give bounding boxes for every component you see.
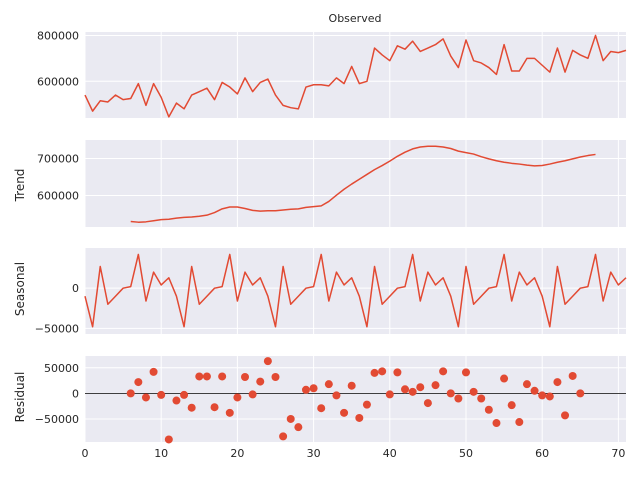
trend-axis-label: Trend [13, 169, 27, 203]
residual-point [370, 368, 379, 377]
residual-point [248, 390, 257, 399]
observed-panel: 600000 800000 [37, 29, 627, 118]
residual-point [157, 390, 166, 399]
residual-point [164, 435, 173, 444]
residual-plot-area [85, 356, 626, 442]
residual-point [225, 408, 234, 417]
residual-axis-label: Residual [13, 372, 27, 423]
residual-point [301, 385, 310, 394]
residual-point [210, 403, 219, 412]
trend-panel: Trend 600000 700000 [13, 140, 626, 227]
residual-point [180, 390, 189, 399]
residual-point [126, 389, 135, 398]
residual-point [347, 381, 356, 390]
residual-point [568, 371, 577, 380]
residual-point [545, 392, 554, 401]
residual-point [393, 368, 402, 377]
residual-point [172, 396, 181, 405]
residual-point [218, 372, 227, 381]
residual-point [416, 383, 425, 392]
residual-point [469, 387, 478, 396]
residual-point [271, 372, 280, 381]
residual-point [195, 372, 204, 381]
residual-point [454, 394, 463, 403]
residual-point [507, 401, 516, 410]
residual-point [530, 386, 539, 395]
residual-point [423, 399, 432, 408]
residual-point [576, 389, 585, 398]
residual-point [461, 368, 470, 377]
residual-point [378, 367, 387, 376]
seasonal-axis-label: Seasonal [13, 262, 27, 316]
residual-point [484, 405, 493, 414]
residual-point [187, 403, 196, 412]
residual-point [401, 385, 410, 394]
residual-point [134, 378, 143, 387]
residual-point [149, 367, 158, 376]
residual-point [385, 390, 394, 399]
residual-point [492, 419, 501, 428]
residual-point [332, 391, 341, 400]
residual-point [522, 380, 531, 389]
x-tick-label: 60 [535, 447, 549, 460]
seasonal-panel: Seasonal −50000 0 [13, 248, 627, 335]
residual-point [515, 418, 524, 427]
x-tick-label: 20 [230, 447, 244, 460]
observed-y-tick-label: 800000 [37, 29, 79, 42]
residual-point [141, 393, 150, 402]
trend-plot-area [85, 140, 626, 227]
seasonal-y-tick-label: 0 [72, 282, 79, 295]
residual-point [439, 367, 448, 376]
seasonal-plot-area [85, 248, 626, 334]
residual-point [241, 372, 250, 381]
residual-y-tick-label: 0 [72, 387, 79, 400]
residual-point [263, 357, 272, 366]
residual-point [446, 389, 455, 398]
residual-point [233, 393, 242, 402]
residual-point [256, 377, 265, 386]
residual-point [324, 380, 333, 389]
residual-panel: Residual −50000 0 50000 0 10 20 30 40 50 60 70 [13, 356, 626, 460]
residual-y-tick-label: 50000 [44, 362, 79, 375]
trend-y-tick-label: 600000 [37, 190, 79, 203]
residual-point [355, 413, 364, 422]
x-tick-label: 40 [383, 447, 397, 460]
chart-title: Observed [329, 12, 382, 25]
seasonal-series-line [84, 253, 627, 328]
x-tick-label: 30 [307, 447, 321, 460]
x-tick-label: 10 [154, 447, 168, 460]
residual-point [317, 404, 326, 413]
residual-point [202, 372, 211, 381]
x-tick-label: 0 [82, 447, 89, 460]
residual-point [561, 411, 570, 420]
residual-point [431, 381, 440, 390]
observed-y-tick-label: 600000 [37, 75, 79, 88]
x-tick-label: 50 [459, 447, 473, 460]
residual-point [362, 400, 371, 409]
residual-point [538, 391, 547, 400]
residual-point [294, 423, 303, 432]
x-tick-label: 70 [611, 447, 625, 460]
residual-point [309, 384, 318, 393]
residual-point [340, 408, 349, 417]
observed-series-line [84, 34, 627, 118]
residual-point [279, 432, 288, 441]
residual-point [553, 378, 562, 387]
residual-point [500, 374, 509, 383]
residual-point [286, 414, 295, 423]
trend-y-tick-label: 700000 [37, 153, 79, 166]
residual-point [408, 387, 417, 396]
seasonal-y-tick-label: −50000 [35, 322, 79, 335]
trend-series-line [130, 145, 596, 223]
residual-point [477, 394, 486, 403]
residual-y-tick-label: −50000 [35, 413, 79, 426]
